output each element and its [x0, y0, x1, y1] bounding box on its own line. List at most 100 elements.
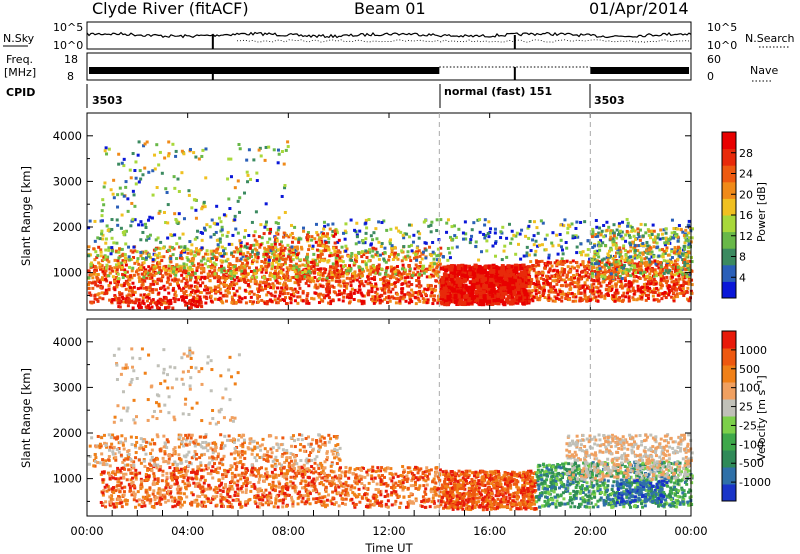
data-cell	[381, 288, 385, 292]
data-cell	[506, 269, 511, 274]
data-cell	[644, 249, 648, 253]
data-cell	[287, 278, 291, 282]
data-cell	[605, 261, 609, 265]
data-cell	[263, 250, 267, 254]
data-cell	[638, 288, 642, 292]
data-cell	[193, 291, 197, 295]
data-cell	[226, 257, 230, 261]
data-cell	[583, 265, 587, 269]
data-cell	[224, 271, 228, 275]
data-cell	[326, 293, 330, 297]
data-cell	[135, 250, 139, 254]
data-cell	[300, 274, 304, 278]
data-cell	[549, 261, 553, 265]
data-cell	[568, 269, 572, 273]
data-cell	[439, 300, 444, 305]
data-cell	[277, 226, 281, 230]
data-cell	[277, 216, 281, 220]
data-cell	[354, 258, 358, 262]
data-cell	[153, 153, 157, 157]
data-cell	[187, 268, 191, 272]
data-cell	[424, 256, 428, 260]
data-cell	[489, 227, 493, 231]
data-cell	[227, 275, 231, 279]
data-cell	[413, 295, 417, 299]
data-cell	[491, 244, 495, 248]
data-cell	[400, 259, 404, 263]
data-cell	[665, 266, 669, 270]
data-cell	[595, 249, 599, 253]
data-cell	[145, 276, 149, 280]
data-cell	[431, 250, 435, 254]
data-cell	[281, 268, 285, 272]
data-cell	[463, 297, 468, 302]
data-cell	[301, 289, 305, 293]
data-cell	[294, 248, 298, 252]
data-cell	[503, 291, 508, 296]
data-cell	[273, 272, 277, 276]
data-cell	[600, 229, 604, 233]
data-cell	[100, 291, 104, 295]
data-cell	[385, 283, 389, 287]
data-cell	[397, 278, 401, 282]
data-cell	[375, 267, 379, 271]
data-cell	[547, 253, 551, 257]
data-cell	[366, 274, 370, 278]
data-cell	[445, 230, 449, 234]
data-cell	[571, 280, 575, 284]
data-cell	[192, 198, 196, 202]
data-cell	[407, 244, 411, 248]
data-cell	[636, 297, 640, 301]
data-cell	[204, 301, 208, 305]
data-cell	[182, 152, 186, 156]
data-cell	[636, 227, 640, 231]
data-cell	[439, 266, 444, 271]
data-cell	[636, 270, 640, 274]
data-cell	[287, 268, 291, 272]
data-cell	[522, 254, 526, 258]
data-cell	[148, 215, 152, 219]
data-cell	[289, 293, 293, 297]
data-cell	[476, 269, 481, 274]
data-cell	[428, 267, 432, 271]
data-cell	[263, 258, 267, 262]
data-cell	[355, 278, 359, 282]
data-cell	[640, 297, 644, 301]
data-cell	[655, 286, 659, 290]
data-cell	[655, 274, 659, 278]
data-cell	[598, 248, 602, 252]
data-cell	[321, 299, 325, 303]
data-cell	[606, 252, 610, 256]
data-cell	[287, 253, 291, 257]
data-cell	[142, 286, 146, 290]
data-cell	[561, 273, 565, 277]
data-cell	[619, 234, 623, 238]
data-cell	[117, 250, 121, 254]
data-cell	[448, 256, 452, 260]
data-cell	[665, 281, 669, 285]
data-cell	[129, 176, 133, 180]
data-cell	[518, 232, 522, 236]
data-cell	[597, 294, 601, 298]
data-cell	[234, 227, 238, 231]
data-cell	[363, 294, 367, 298]
data-cell	[336, 268, 340, 272]
data-cell	[331, 229, 335, 233]
data-cell	[618, 255, 622, 259]
data-cell	[98, 262, 102, 266]
data-cell	[264, 270, 268, 274]
data-cell	[197, 249, 201, 253]
data-cell	[384, 269, 388, 273]
data-cell	[364, 231, 368, 235]
data-cell	[310, 296, 314, 300]
data-cell	[104, 288, 108, 292]
data-cell	[623, 276, 627, 280]
data-cell	[185, 280, 189, 284]
data-cell	[598, 289, 602, 293]
data-cell	[241, 266, 245, 270]
data-cell	[233, 274, 237, 278]
data-cell	[522, 294, 527, 299]
data-cell	[161, 301, 165, 305]
data-cell	[345, 272, 349, 276]
data-cell	[647, 229, 651, 233]
